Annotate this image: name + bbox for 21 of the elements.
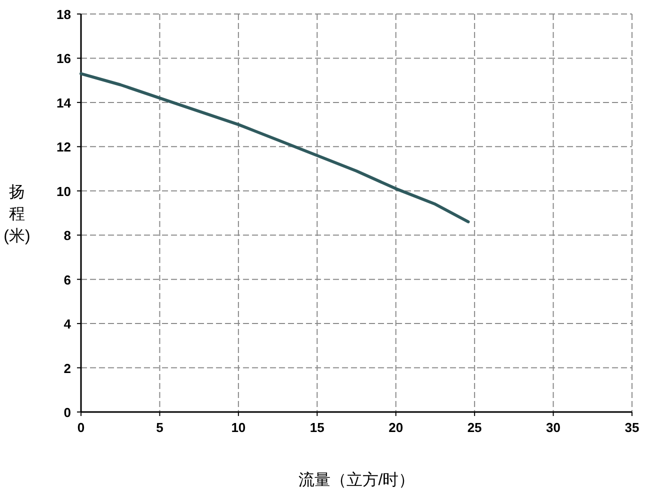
x-tick-label: 10 <box>231 420 246 435</box>
y-tick-label: 2 <box>64 360 71 376</box>
y-tick-label: 4 <box>64 316 72 332</box>
x-tick-label: 25 <box>467 420 482 435</box>
x-tick-label: 35 <box>624 420 640 435</box>
x-tick-label: 30 <box>546 420 561 435</box>
line-series <box>80 72 470 224</box>
x-tick-label: 20 <box>388 420 404 435</box>
x-tick-label: 5 <box>156 420 164 435</box>
x-tick-label: 15 <box>310 420 324 435</box>
y-tick-label: 12 <box>56 140 71 155</box>
y-tick-label: 16 <box>56 51 71 66</box>
y-tick-label: 10 <box>56 184 71 199</box>
y-tick-label: 8 <box>64 228 71 244</box>
y-axis-title: 扬程(米) <box>4 184 30 245</box>
x-axis-title: 流量（立方/时） <box>298 471 415 489</box>
y-tick-label: 18 <box>56 7 71 22</box>
x-tick-label: 0 <box>77 420 85 435</box>
y-tick-label: 0 <box>64 405 71 420</box>
y-tick-label: 14 <box>56 95 72 110</box>
y-tick-label: 6 <box>64 272 71 288</box>
